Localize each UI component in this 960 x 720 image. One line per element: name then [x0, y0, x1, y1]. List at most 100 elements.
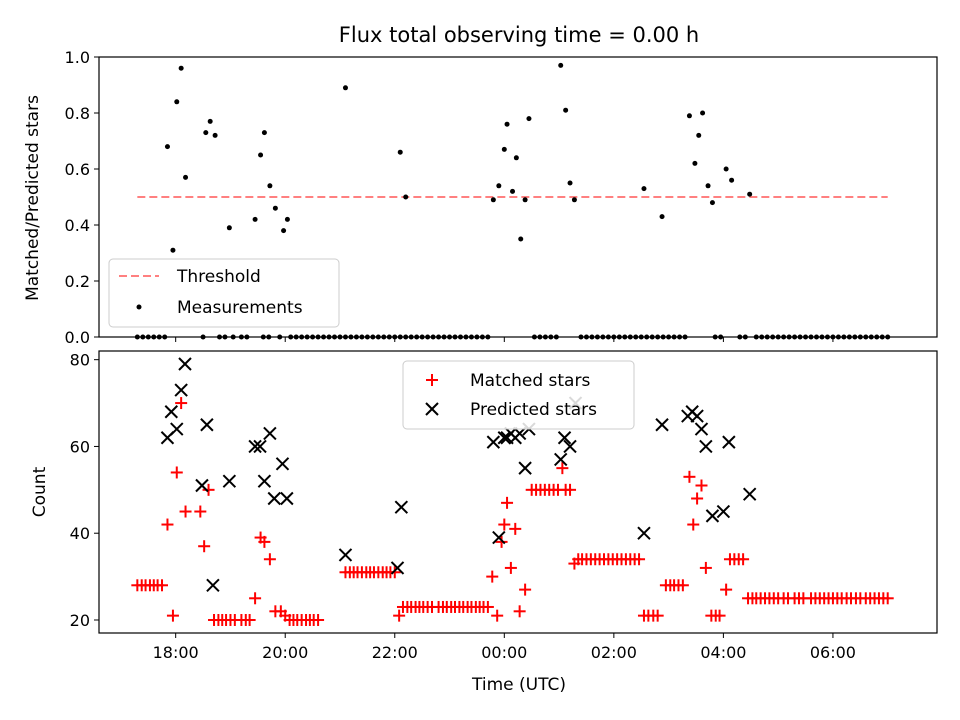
matched-star-point: [695, 479, 708, 492]
measurement-point: [692, 160, 698, 166]
cross-b: [554, 452, 568, 467]
matched-star-point: [170, 466, 183, 479]
measurement-point: [723, 166, 729, 172]
predicted-star-point: [690, 409, 704, 423]
cross-b: [253, 439, 267, 454]
bottom-axes-frame: [98, 350, 938, 634]
matched-star-point: [509, 522, 522, 535]
matched-star-point: [687, 518, 700, 531]
matched-stars-series: [131, 397, 894, 626]
measurement-point: [490, 197, 496, 203]
cross-b: [486, 435, 501, 449]
matched-star-point: [699, 561, 712, 574]
matched-star-point: [495, 535, 508, 548]
matched-star-point: [393, 609, 406, 622]
predicted-star-point: [206, 578, 220, 592]
measurement-point: [164, 144, 170, 150]
measurement-point: [504, 121, 510, 127]
measurement-point: [272, 205, 278, 211]
measurement-point: [252, 216, 258, 222]
measurement-point: [709, 200, 715, 206]
measurement-point: [174, 99, 180, 105]
measurement-point: [729, 177, 735, 183]
cross-b: [716, 504, 731, 519]
matched-star-point: [166, 609, 179, 622]
cross-b: [394, 500, 409, 514]
predicted-star-point: [174, 383, 188, 397]
measurement-point: [522, 197, 528, 203]
matched-star-point: [504, 561, 517, 574]
predicted-star-point: [554, 452, 568, 467]
x-tick-label: 00:00: [481, 643, 527, 662]
measurement-point: [705, 183, 711, 189]
matched-star-point: [175, 397, 188, 410]
chart-title: Flux total observing time = 0.00 h: [339, 23, 699, 47]
predicted-star-point: [248, 439, 262, 454]
measurement-point: [686, 113, 692, 119]
threshold-legend-label: Threshold: [176, 267, 261, 287]
cross-b: [705, 509, 720, 523]
matched-star-point: [683, 470, 696, 483]
matched-star-point: [720, 583, 733, 596]
matched-star-point: [249, 592, 262, 605]
bottom-y-tick-label: 20: [70, 611, 90, 630]
top-axes-frame: [98, 56, 938, 338]
top-y-tick-label: 0.8: [65, 104, 90, 123]
matched-star-point: [486, 570, 499, 583]
predicted-legend-swatch: [425, 402, 439, 416]
bottom-plot-area: [131, 357, 894, 626]
x-axis-label: Time (UTC): [471, 675, 566, 695]
bottom-y-tick-label: 40: [70, 524, 90, 543]
predicted-star-point: [253, 439, 267, 454]
matched-star-point: [258, 535, 271, 548]
measurement-point: [700, 110, 706, 116]
cross-b: [222, 474, 237, 488]
predicted-star-point: [275, 457, 290, 471]
predicted-star-point: [637, 526, 651, 540]
matched-star-point: [179, 505, 192, 518]
bottom-legend-box: [402, 360, 635, 430]
cross-b: [338, 548, 353, 562]
cross-b: [497, 431, 512, 445]
matched-star-point: [651, 609, 664, 622]
matched-star-point: [481, 600, 494, 613]
measurement-point: [258, 152, 264, 158]
predicted-star-point: [742, 487, 757, 501]
top-y-tick-label: 1.0: [65, 48, 90, 67]
measurement-point: [203, 130, 209, 136]
matched-star-point: [498, 518, 511, 531]
predicted-star-point: [267, 491, 281, 506]
predicted-star-point: [699, 439, 713, 454]
predicted-star-point: [563, 439, 577, 454]
predicted-star-point: [164, 405, 179, 419]
cross-b: [722, 435, 736, 449]
top-y-tick-label: 0.2: [65, 272, 90, 291]
cross-b: [174, 383, 188, 397]
matched-star-point: [881, 592, 894, 605]
x-tick-label: 02:00: [591, 643, 637, 662]
measurement-point: [183, 174, 189, 180]
measurement-point: [178, 65, 184, 71]
matched-legend-label: Matched stars: [470, 371, 590, 391]
matched-star-point: [556, 462, 569, 475]
measurement-point: [501, 146, 507, 152]
x-tick-label: 04:00: [700, 643, 746, 662]
predicted-star-point: [557, 431, 572, 445]
measurement-point: [558, 62, 564, 68]
matched-star-point: [519, 583, 532, 596]
predicted-star-point: [200, 418, 214, 432]
top-panel: 0.0 0.2 0.4 0.6 0.8 1.0 Matched/Predicted sta…: [23, 48, 938, 347]
measurement-point: [284, 216, 290, 222]
measurement-point: [170, 247, 176, 253]
top-y-tick-label: 0.4: [65, 216, 90, 235]
cross-b: [742, 487, 757, 501]
cross-b: [200, 418, 214, 432]
cross-b: [248, 439, 262, 454]
matched-star-point: [202, 483, 215, 496]
measurement-point: [403, 194, 409, 200]
x-tick-label: 18:00: [153, 643, 199, 662]
cross-b: [694, 422, 709, 436]
matched-star-point: [388, 566, 401, 579]
predicted-star-point: [716, 504, 731, 519]
